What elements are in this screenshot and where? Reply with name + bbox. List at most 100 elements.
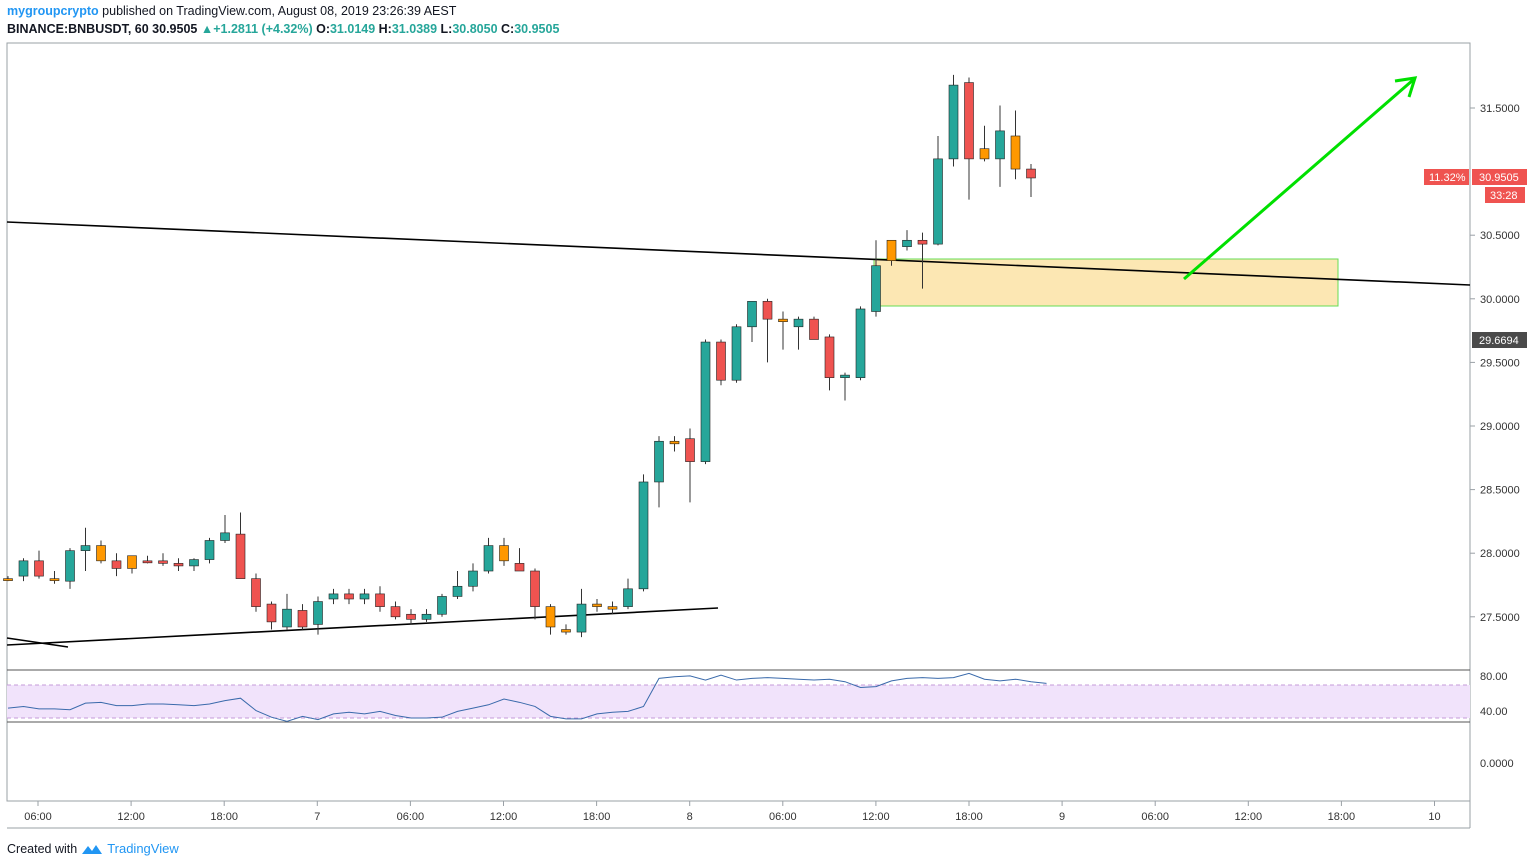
candle[interactable] (545, 606, 556, 628)
candle[interactable] (654, 440, 664, 483)
candle[interactable] (886, 239, 897, 261)
price-pct-text: 11.32% (1429, 172, 1466, 184)
candle[interactable] (561, 629, 571, 633)
candle[interactable] (871, 265, 881, 312)
candle[interactable] (3, 578, 13, 581)
projection-arrow[interactable] (1183, 78, 1414, 281)
candle[interactable] (158, 560, 168, 564)
candle[interactable] (251, 578, 261, 607)
candle[interactable] (840, 374, 850, 378)
candle[interactable] (716, 341, 726, 381)
candle[interactable] (390, 606, 401, 618)
candle[interactable] (297, 610, 308, 628)
candle[interactable] (576, 603, 587, 633)
candle[interactable] (483, 545, 494, 572)
rsi-band (7, 685, 1470, 718)
candle[interactable] (731, 326, 742, 381)
low-label: L: (440, 22, 453, 36)
candle[interactable] (282, 608, 292, 628)
candle[interactable] (592, 603, 602, 607)
ref-price-text: 29.6694 (1479, 335, 1519, 347)
candle[interactable] (328, 593, 339, 600)
time-tick-label: 18:00 (583, 811, 611, 823)
candle[interactable] (685, 438, 695, 462)
candle[interactable] (65, 550, 75, 582)
candle[interactable] (669, 440, 680, 445)
candle[interactable] (80, 545, 91, 551)
candle[interactable] (96, 545, 106, 562)
candle[interactable] (793, 318, 804, 328)
time-tick-label: 06:00 (24, 811, 52, 823)
candle[interactable] (189, 559, 199, 567)
candle[interactable] (809, 318, 819, 340)
candle[interactable] (344, 593, 354, 600)
candle[interactable] (902, 239, 912, 247)
candle[interactable] (235, 533, 246, 579)
last-price-badge (1472, 169, 1527, 185)
candle[interactable] (313, 601, 323, 625)
candle[interactable] (406, 613, 416, 620)
candles-layer (3, 74, 1036, 638)
candle[interactable] (468, 570, 478, 587)
candle[interactable] (964, 82, 974, 160)
candle[interactable] (1010, 135, 1021, 170)
candle[interactable] (514, 563, 525, 572)
countdown-badge (1485, 187, 1525, 203)
price-change: +1.2811 (+4.32%) (213, 22, 313, 36)
symbol-line: BINANCE:BNBUSDT, 60 30.9505 ▲+1.2811 (+4… (7, 22, 559, 36)
countdown-text: 33:28 (1490, 190, 1518, 202)
publish-info: published on TradingView.com, August 08,… (98, 4, 457, 18)
candle[interactable] (142, 560, 153, 564)
candle[interactable] (948, 84, 959, 160)
candle[interactable] (18, 560, 29, 577)
candle[interactable] (204, 540, 215, 560)
candle[interactable] (499, 545, 509, 562)
candle[interactable] (607, 606, 618, 610)
candle[interactable] (995, 130, 1005, 160)
candle[interactable] (917, 239, 928, 245)
candle[interactable] (437, 596, 447, 615)
support-zone[interactable] (873, 258, 1339, 307)
candle[interactable] (762, 301, 773, 320)
ref-price-badge (1472, 332, 1527, 348)
time-tick-label: 12:00 (490, 811, 518, 823)
candle[interactable] (421, 613, 432, 620)
candle[interactable] (173, 563, 184, 567)
resistance-trendline[interactable] (6, 221, 1471, 286)
time-tick-label: 18:00 (955, 811, 983, 823)
candle[interactable] (700, 341, 711, 462)
candle[interactable] (452, 585, 463, 597)
candle[interactable] (747, 301, 757, 328)
candle[interactable] (979, 148, 990, 160)
low-value: 30.8050 (452, 22, 498, 36)
short-trendline[interactable] (6, 637, 69, 648)
candle[interactable] (375, 593, 385, 607)
created-with: Created with (7, 841, 78, 856)
candle[interactable] (778, 318, 788, 322)
candle[interactable] (111, 560, 122, 569)
support-trendline[interactable] (6, 607, 719, 646)
candle[interactable] (530, 570, 540, 607)
time-tick-label: 06:00 (397, 811, 425, 823)
candle[interactable] (266, 603, 277, 623)
candle[interactable] (824, 336, 835, 378)
candle[interactable] (127, 555, 137, 569)
tradingview-logo-icon (82, 844, 103, 854)
candle[interactable] (49, 578, 60, 581)
candle[interactable] (933, 158, 943, 245)
projection-arrowhead-icon (1394, 76, 1418, 98)
candle[interactable] (220, 532, 230, 541)
candle[interactable] (623, 588, 633, 607)
tradingview-link[interactable]: TradingView (107, 841, 179, 856)
candle[interactable] (34, 560, 44, 577)
candle[interactable] (638, 481, 649, 590)
rsi-line (7, 672, 1047, 722)
candle[interactable] (855, 308, 866, 378)
price-tick-label: 27.5000 (1480, 612, 1520, 624)
candle[interactable] (359, 593, 370, 600)
high-value: 31.0389 (391, 22, 438, 36)
candle[interactable] (1026, 168, 1036, 179)
price-tick-label: 29.5000 (1480, 357, 1520, 369)
author-link[interactable]: mygroupcrypto (7, 4, 99, 18)
